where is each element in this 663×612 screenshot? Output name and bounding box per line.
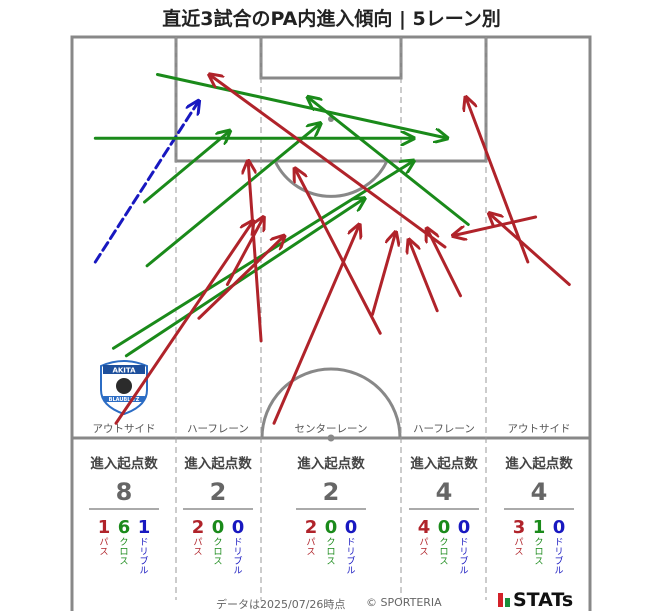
stat-cross-count-2: 0	[325, 517, 338, 538]
stat-cross-count-1: 0	[212, 517, 225, 538]
stat-dribble-label-3-0: ド	[459, 538, 468, 548]
stat-pass-label-0-0: パ	[99, 537, 108, 548]
stat-total-3: 4	[436, 478, 453, 506]
stat-cross-count-0: 6	[118, 517, 131, 538]
stat-dribble-label-3-3: ル	[459, 567, 468, 577]
arrow-pass-15	[372, 232, 395, 315]
stat-cross-label-0-1: ロ	[119, 548, 128, 558]
logo-bottom-text: BLAUBLITZ	[109, 397, 140, 403]
arrow-pass-10	[248, 161, 261, 341]
centre-spot	[328, 435, 335, 442]
stat-header-1: 進入起点数	[184, 455, 252, 472]
stat-dribble-count-3: 0	[458, 517, 471, 538]
stat-cross-count-3: 0	[438, 517, 451, 538]
stat-dribble-label-3-1: リ	[459, 548, 468, 558]
stat-pass-label-1-0: パ	[193, 537, 202, 548]
arrow-cross-4	[126, 198, 364, 356]
stat-cross-label-1-2: ス	[213, 557, 222, 567]
stat-cross-label-4-1: ロ	[534, 548, 543, 558]
stat-cross-label-2-1: ロ	[326, 548, 335, 558]
lane-label-left-halfspace: ハーフレーン	[187, 423, 249, 435]
footer-copyright: © SPORTERIA	[366, 596, 442, 609]
arrow-cross-2	[157, 75, 447, 139]
stat-cross-label-2-2: ス	[326, 557, 335, 567]
stat-dribble-count-4: 0	[553, 517, 566, 538]
arrow-pass-12	[274, 225, 359, 424]
stats-brand-logo: STATs	[498, 589, 573, 611]
stat-dribble-label-2-3: ル	[346, 567, 355, 577]
stat-header-2: 進入起点数	[297, 455, 365, 472]
arrow-pass-18	[466, 97, 528, 262]
stat-header-3: 進入起点数	[410, 455, 478, 472]
stat-pass-count-3: 4	[418, 517, 431, 538]
stat-pass-label-0-1: ス	[99, 548, 108, 558]
stat-pass-count-0: 1	[98, 517, 111, 538]
stat-cross-label-3-2: ス	[439, 557, 448, 567]
stat-cross-label-2-0: ク	[326, 537, 335, 548]
stat-dribble-count-0: 1	[138, 517, 151, 538]
stat-pass-label-3-1: ス	[419, 548, 428, 558]
stat-pass-label-1-1: ス	[193, 548, 202, 558]
stat-header-4: 進入起点数	[505, 455, 573, 472]
lane-label-center: センターレーン	[295, 423, 368, 435]
stat-dribble-label-4-3: ル	[554, 567, 563, 577]
stat-cross-label-4-0: ク	[534, 537, 543, 548]
arrow-pass-13	[295, 168, 380, 333]
stat-pass-count-4: 3	[513, 517, 526, 538]
stat-total-1: 2	[210, 478, 227, 506]
stat-cross-label-1-0: ク	[213, 537, 222, 548]
stat-cross-label-0-2: ス	[119, 557, 128, 567]
stat-pass-label-4-1: ス	[514, 548, 523, 558]
stat-cross-label-3-1: ロ	[439, 548, 448, 558]
stat-dribble-label-1-3: ル	[233, 567, 242, 577]
lane-label-right-outside: アウトサイド	[508, 423, 571, 435]
stat-dribble-label-4-0: ド	[554, 538, 563, 548]
penalty-area	[176, 37, 486, 161]
stat-cross-label-0-0: ク	[119, 537, 128, 548]
lane-label-right-halfspace: ハーフレーン	[413, 423, 475, 435]
stat-total-0: 8	[116, 478, 133, 506]
stat-pass-count-2: 2	[305, 517, 318, 538]
arrow-pass-17	[427, 228, 461, 296]
stat-pass-label-2-1: ス	[306, 548, 315, 558]
stat-dribble-count-2: 0	[345, 517, 358, 538]
arrow-pass-9	[199, 236, 284, 319]
stat-pass-label-2-0: パ	[306, 537, 315, 548]
stat-cross-label-4-2: ス	[534, 557, 543, 567]
stat-dribble-label-2-1: リ	[346, 548, 355, 558]
stat-pass-label-4-0: パ	[514, 537, 523, 548]
stat-dribble-count-1: 0	[232, 517, 245, 538]
lane-stats: 進入起点数81パス6クロス1ドリブル進入起点数22パス0クロス0ドリブル進入起点…	[89, 455, 574, 577]
stat-dribble-label-3-2: ブ	[459, 555, 468, 567]
stat-cross-label-1-1: ロ	[213, 548, 222, 558]
logo-top-text: AKITA	[112, 367, 136, 375]
stat-dribble-label-0-0: ド	[139, 538, 148, 548]
stat-dribble-label-1-2: ブ	[233, 555, 242, 567]
stat-total-4: 4	[531, 478, 548, 506]
stat-dribble-label-2-0: ド	[346, 538, 355, 548]
arrow-pass-8	[116, 221, 253, 424]
stat-dribble-label-4-2: ブ	[554, 555, 563, 567]
stat-dribble-label-2-2: ブ	[346, 555, 355, 567]
stat-cross-label-3-0: ク	[439, 537, 448, 548]
stats-brand-text: STATs	[513, 589, 573, 611]
goal-area	[261, 37, 401, 78]
lane-label-left-outside: アウトサイド	[93, 423, 156, 435]
stat-pass-label-3-0: パ	[419, 537, 428, 548]
footer-date: データは2025/07/26時点	[216, 596, 345, 612]
stat-dribble-label-0-2: ブ	[139, 555, 148, 567]
stat-pass-count-1: 2	[192, 517, 205, 538]
entry-arrows	[95, 75, 569, 424]
arrow-pass-16	[409, 240, 437, 311]
stat-dribble-label-1-0: ド	[233, 538, 242, 548]
stat-dribble-label-1-1: リ	[233, 548, 242, 558]
stat-dribble-label-0-3: ル	[139, 567, 148, 577]
stat-dribble-label-0-1: リ	[139, 548, 148, 558]
stat-total-2: 2	[323, 478, 340, 506]
stat-cross-count-4: 1	[533, 517, 546, 538]
stat-dribble-label-4-1: リ	[554, 548, 563, 558]
stat-header-0: 進入起点数	[90, 455, 158, 472]
